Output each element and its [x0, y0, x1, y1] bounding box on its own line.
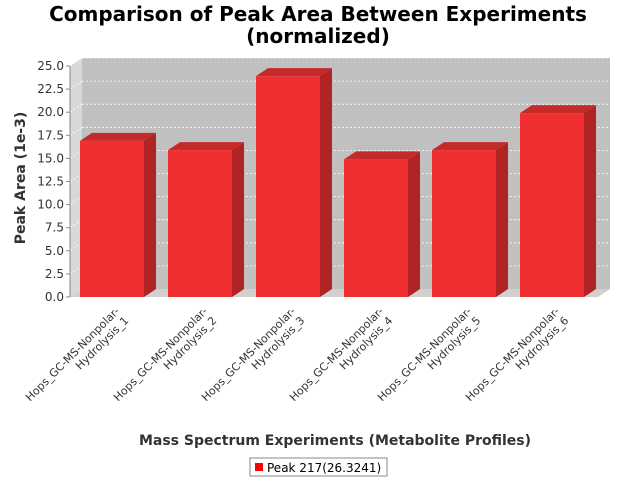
bar-side [320, 68, 332, 297]
y-tick-label: 10.0 [37, 198, 64, 212]
bar-side [144, 132, 156, 297]
y-tick-label: 7.5 [45, 221, 64, 235]
bar-top [80, 132, 156, 141]
y-tick-label: 0.0 [45, 290, 64, 304]
gridline-wall [69, 126, 83, 136]
bar-side [232, 142, 244, 297]
y-tick-label: 17.5 [37, 128, 64, 142]
legend-label: Peak 217(26.3241) [267, 461, 381, 475]
chart-title-line-2: (normalized) [246, 24, 390, 48]
y-tick-label: 2.5 [45, 267, 64, 281]
legend-box [249, 457, 388, 477]
x-tick-label-line-1: Hops_GC-MS-Nonpolar- [23, 305, 122, 404]
gridline-wall [69, 103, 83, 113]
gridline-wall [69, 57, 83, 67]
left-wall [70, 58, 82, 297]
x-axis-labels: Hops_GC-MS-Nonpolar-Hydrolysis_1Hops_GC-… [23, 305, 571, 404]
y-tick-label: 12.5 [37, 175, 64, 189]
bar-3 [256, 68, 332, 297]
bar-side [408, 151, 420, 297]
x-axis-title: Mass Spectrum Experiments (Metabolite Pr… [139, 433, 531, 449]
bar-front [520, 113, 584, 298]
bar-front [256, 76, 320, 297]
bar-6 [520, 105, 596, 298]
y-tick-label: 15.0 [37, 151, 64, 165]
y-tick-label: 5.0 [45, 244, 64, 258]
bar-side [584, 105, 596, 298]
bar-1 [80, 132, 156, 297]
bars [80, 68, 596, 298]
gridline-wall [69, 80, 83, 90]
bar-front [432, 150, 496, 297]
chart-title-line-1: Comparison of Peak Area Between Experime… [49, 2, 587, 26]
bar-top [168, 142, 244, 151]
bar-top [344, 151, 420, 160]
bar-front [168, 150, 232, 297]
y-tick-label: 25.0 [37, 59, 64, 73]
y-tick-label: 20.0 [37, 105, 64, 119]
bar-top [520, 105, 596, 114]
bar-top [432, 142, 508, 151]
bar-front [344, 159, 408, 297]
legend: Peak 217(26.3241) [249, 457, 388, 477]
bar-front [80, 140, 144, 297]
bar-4 [344, 151, 420, 297]
y-axis-title: Peak Area (1e-3) [13, 112, 29, 245]
y-axis: 0.0 2.5 5.0 7.5 10.0 12.5 15.0 17.5 20.0 22.5 25.0 [37, 59, 71, 304]
bar-5 [432, 142, 508, 297]
y-tick-label: 22.5 [37, 82, 64, 96]
bar-top [256, 68, 332, 77]
legend-swatch [255, 463, 263, 471]
bar-side [496, 142, 508, 297]
bar-2 [168, 142, 244, 297]
